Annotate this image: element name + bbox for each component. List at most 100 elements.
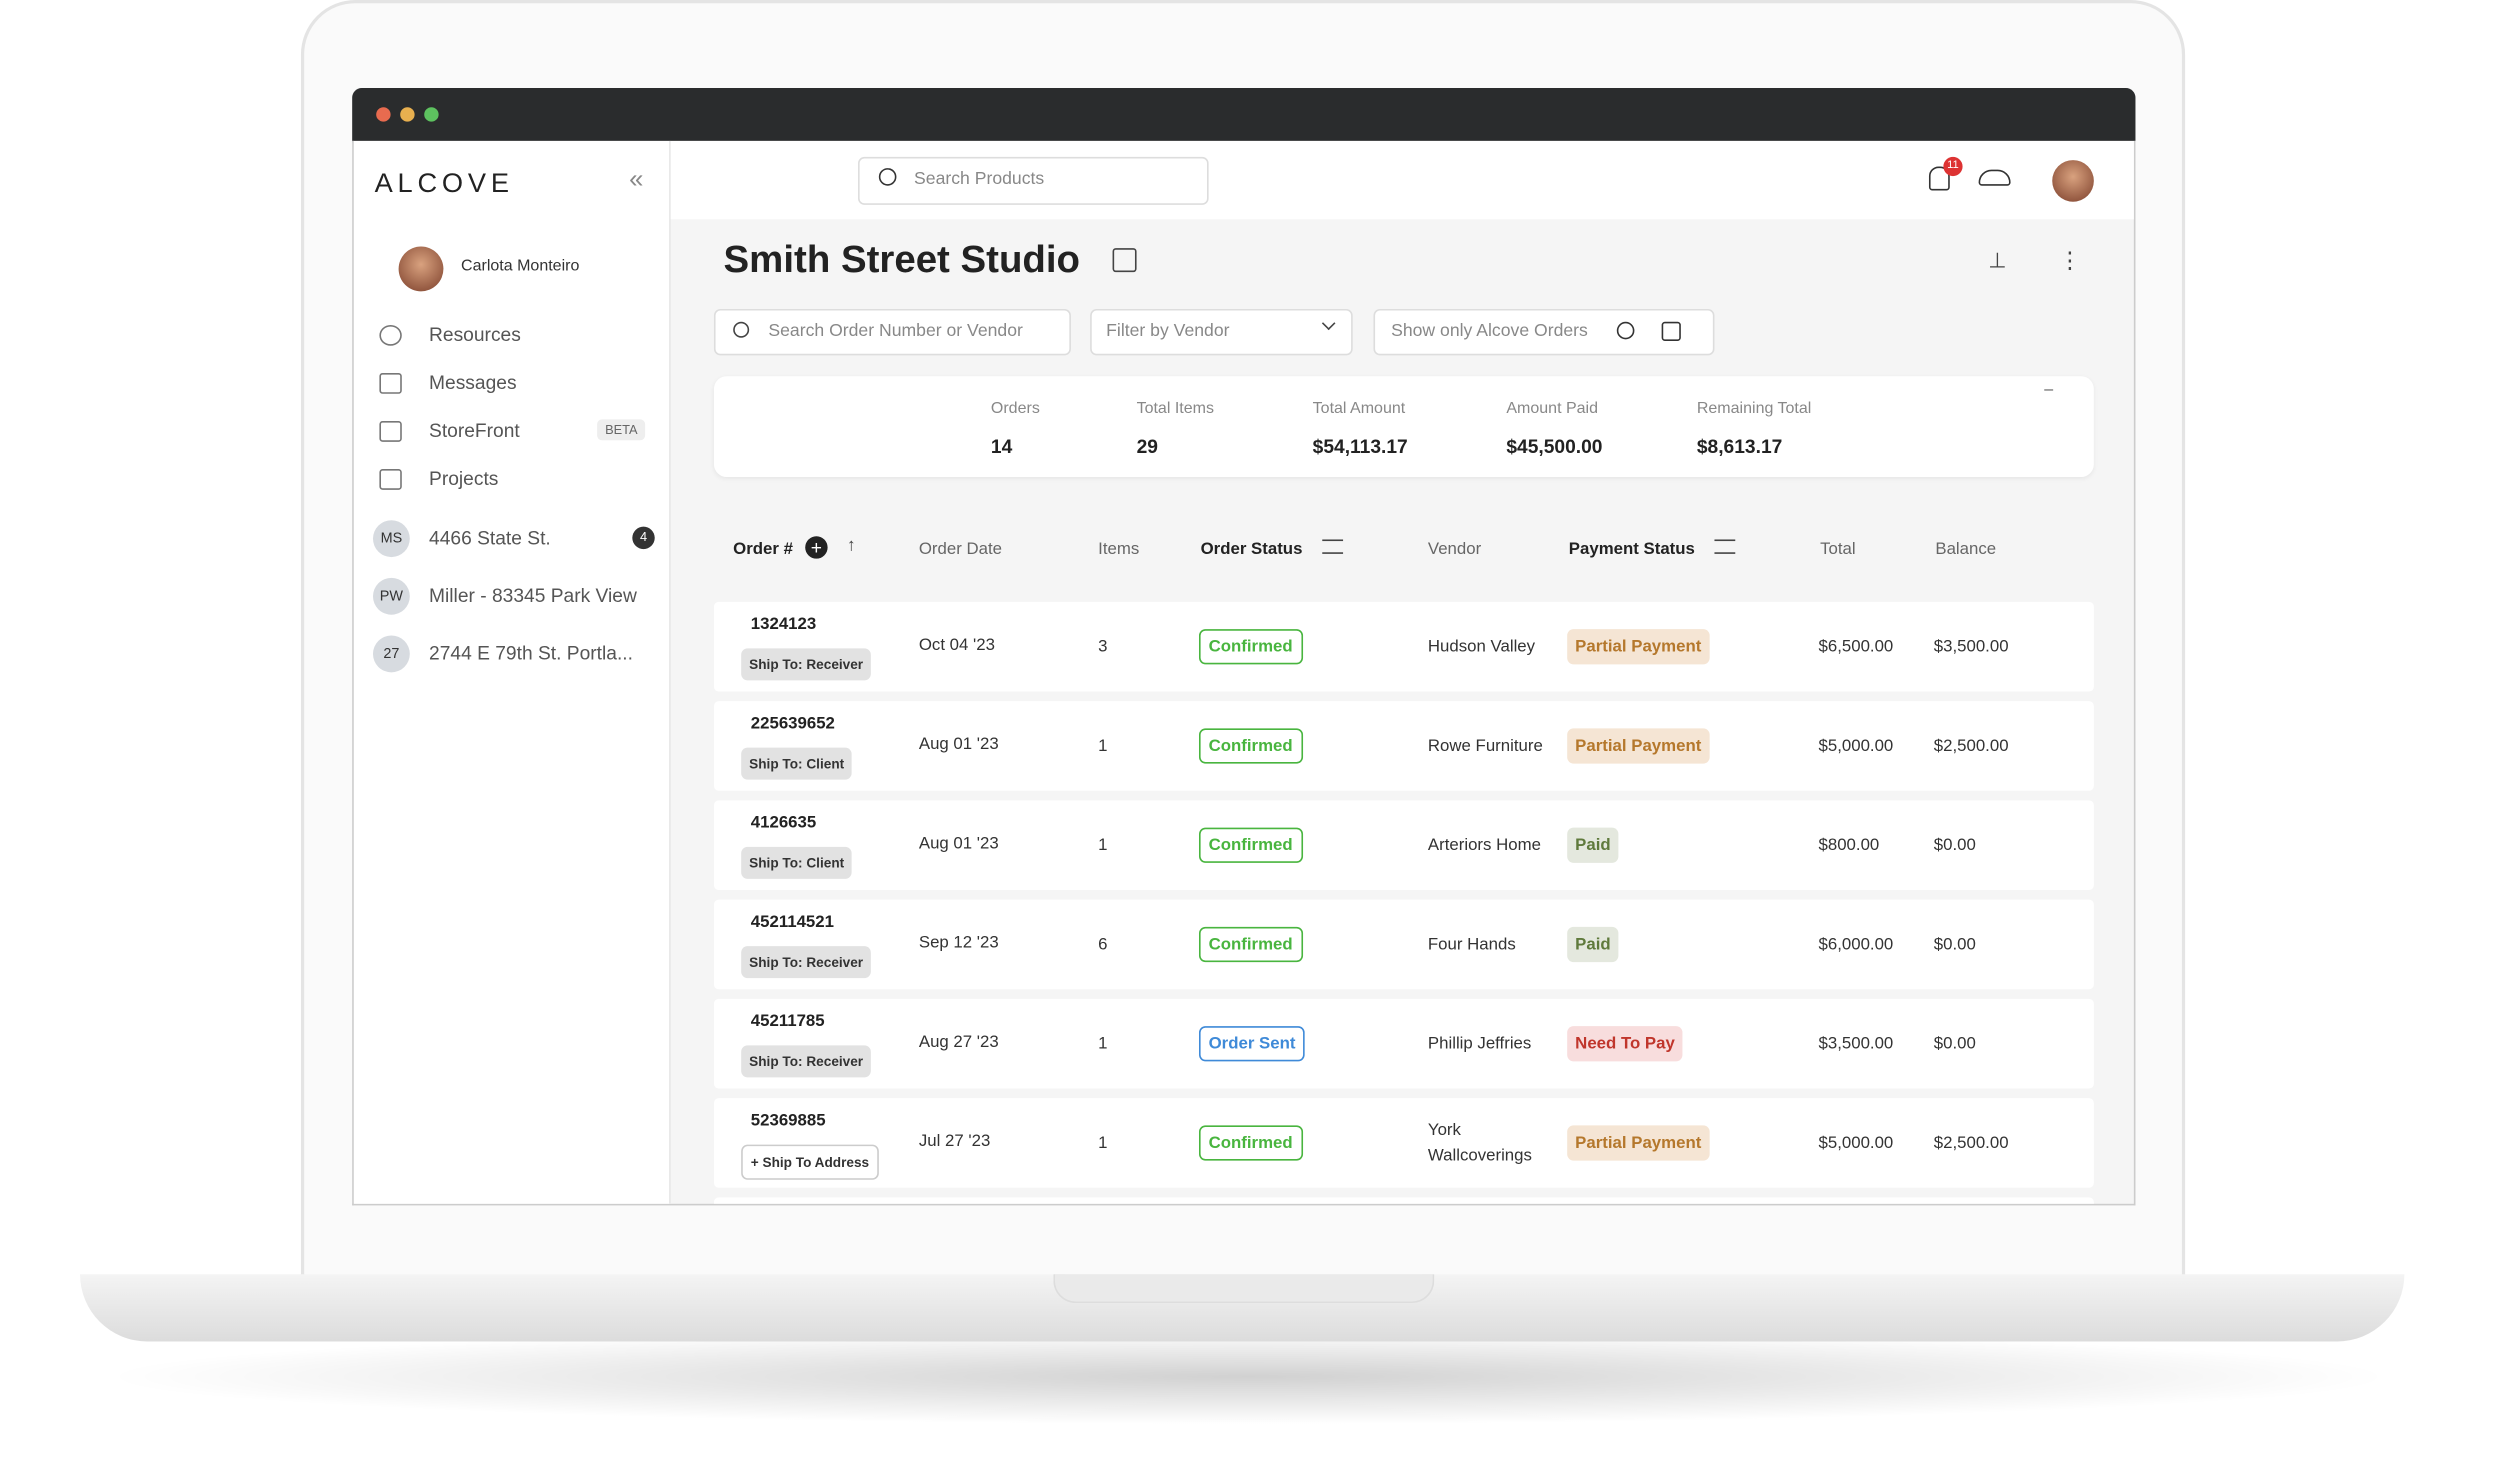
total: $5,000.00 — [1818, 736, 1894, 756]
checkbox[interactable] — [1661, 321, 1681, 341]
ship-to[interactable]: Ship To: Client — [741, 747, 853, 780]
collapse[interactable]: « — [629, 166, 644, 194]
column-header[interactable]: Payment Status — [1568, 539, 1695, 559]
balance: $0.00 — [1933, 1034, 1976, 1054]
items: 6 — [1098, 934, 1108, 955]
total: $800.00 — [1818, 835, 1880, 855]
user-avatar[interactable] — [2052, 160, 2094, 202]
column-header: Balance — [1935, 539, 1997, 559]
window-bar — [352, 88, 2136, 143]
order-date: Sep 12 '23 — [918, 933, 999, 953]
bell[interactable] — [1928, 166, 1950, 191]
team-icon[interactable] — [1978, 169, 2011, 186]
nav-icon[interactable] — [379, 469, 402, 490]
vendor: Rowe Furniture — [1427, 736, 1543, 756]
search-box[interactable] — [858, 156, 1209, 205]
order-number: 452114521 — [750, 912, 834, 932]
project-name[interactable]: 2744 E 79th St. Portla... — [429, 641, 633, 665]
notification-count: 11 — [1943, 156, 1963, 177]
order-row[interactable]: 225639652 Ship To: Client Aug 01 '23 1 Confi… — [713, 701, 2094, 791]
screen: ALCOVE « Carlota Monteiro Resources Messages… — [352, 140, 2136, 1206]
payment-status: Need To Pay — [1567, 1026, 1683, 1062]
order-status[interactable]: Confirmed — [1198, 1125, 1303, 1161]
nav-icon[interactable] — [379, 421, 402, 442]
project-name[interactable]: 4466 State St. — [429, 526, 551, 550]
order-status[interactable]: Order Sent — [1198, 1026, 1306, 1062]
column-header: Vendor — [1427, 539, 1482, 559]
vendor-filter[interactable] — [1090, 308, 1353, 356]
vendor: Four Hands — [1427, 934, 1516, 955]
filter-icon[interactable] — [1322, 539, 1344, 554]
order-status[interactable]: Confirmed — [1198, 827, 1303, 863]
pin-icon[interactable]: ⊥ — [1988, 248, 2007, 273]
items: 1 — [1098, 736, 1108, 756]
user-name: Carlota Monteiro — [461, 257, 580, 276]
nav-item[interactable]: Projects — [429, 467, 499, 490]
items: 1 — [1098, 1133, 1108, 1153]
sidebar: ALCOVE « Carlota Monteiro Resources Messages… — [353, 140, 671, 1204]
alcove-toggle[interactable] — [1373, 308, 1715, 356]
order-row[interactable] — [713, 1197, 2094, 1204]
ship-to[interactable]: + Ship To Address — [741, 1144, 879, 1180]
verified-icon — [1616, 321, 1635, 340]
summary-value: $45,500.00 — [1506, 435, 1603, 458]
column-header[interactable]: Order Status — [1200, 539, 1303, 559]
vendor: Phillip Jeffries — [1427, 1034, 1532, 1054]
total: $5,000.00 — [1818, 1133, 1894, 1153]
logo: ALCOVE — [374, 168, 514, 199]
alcove-toggle-label: Show only Alcove Orders — [1391, 321, 1588, 341]
nav-item[interactable]: Messages — [429, 371, 517, 394]
summary-label: Remaining Total — [1696, 400, 1812, 418]
ship-to[interactable]: Ship To: Receiver — [741, 1045, 872, 1078]
dot — [376, 107, 391, 122]
nav-icon[interactable] — [379, 372, 402, 394]
order-search[interactable] — [713, 308, 1071, 356]
order-status[interactable]: Confirmed — [1198, 926, 1303, 963]
project-name[interactable]: Miller - 83345 Park View — [429, 584, 637, 607]
filter-icon[interactable] — [1714, 539, 1736, 554]
avatar — [398, 246, 444, 292]
add-order[interactable]: + — [805, 536, 828, 559]
summary-value: $8,613.17 — [1696, 435, 1783, 458]
order-row[interactable]: 452114521 Ship To: Receiver Sep 12 '23 6 Con… — [713, 899, 2094, 990]
order-number: 1324123 — [750, 614, 817, 634]
order-row[interactable]: 4126635 Ship To: Client Aug 01 '23 1 Confirm… — [713, 800, 2094, 891]
ship-to[interactable]: Ship To: Receiver — [741, 648, 872, 681]
vendor-filter-label: Filter by Vendor — [1106, 321, 1230, 341]
laptop-shadow — [96, 1328, 2402, 1425]
more-icon[interactable]: ⋮ — [2058, 246, 2082, 273]
nav-item[interactable]: Resources — [429, 323, 521, 346]
balance: $2,500.00 — [1933, 736, 2009, 756]
order-row[interactable]: 45211785 Ship To: Receiver Aug 27 '23 1 Orde… — [713, 998, 2094, 1089]
column-header: Total — [1820, 539, 1856, 559]
laptop-notch — [1053, 1274, 1435, 1304]
nav-item[interactable]: StoreFront — [429, 419, 520, 442]
vendor: Arteriors Home — [1427, 835, 1541, 855]
balance: $3,500.00 — [1933, 637, 2009, 657]
notes-icon[interactable] — [1112, 248, 1137, 273]
order-status[interactable]: Confirmed — [1198, 728, 1303, 764]
summary-label: Total Amount — [1312, 400, 1406, 418]
column-header[interactable]: Order # — [733, 539, 793, 559]
payment-status: Paid — [1567, 926, 1619, 963]
order-row[interactable]: 1324123 Ship To: Receiver Oct 04 '23 3 Confi… — [713, 601, 2094, 692]
order-number: 45211785 — [750, 1011, 825, 1031]
balance: $0.00 — [1933, 835, 1976, 855]
project-initials: PW — [372, 577, 410, 615]
summary-collapse[interactable]: – — [2044, 380, 2054, 399]
total: $3,500.00 — [1818, 1034, 1894, 1054]
ship-to[interactable]: Ship To: Receiver — [741, 946, 872, 979]
order-date: Aug 27 '23 — [918, 1032, 999, 1052]
sort-icon[interactable]: ↑ — [846, 536, 856, 556]
project-initials: 27 — [372, 635, 410, 673]
order-number: 4126635 — [750, 813, 817, 833]
ship-to[interactable]: Ship To: Client — [741, 846, 853, 879]
page-title: Smith Street Studio — [723, 238, 1081, 282]
order-row[interactable]: 52369885 + Ship To Address Jul 27 '23 1 Conf… — [713, 1098, 2094, 1188]
vendor: Hudson Valley — [1427, 637, 1536, 657]
order-status[interactable]: Confirmed — [1198, 629, 1303, 665]
order-search-icon — [733, 321, 750, 338]
nav-icon[interactable] — [379, 324, 402, 346]
